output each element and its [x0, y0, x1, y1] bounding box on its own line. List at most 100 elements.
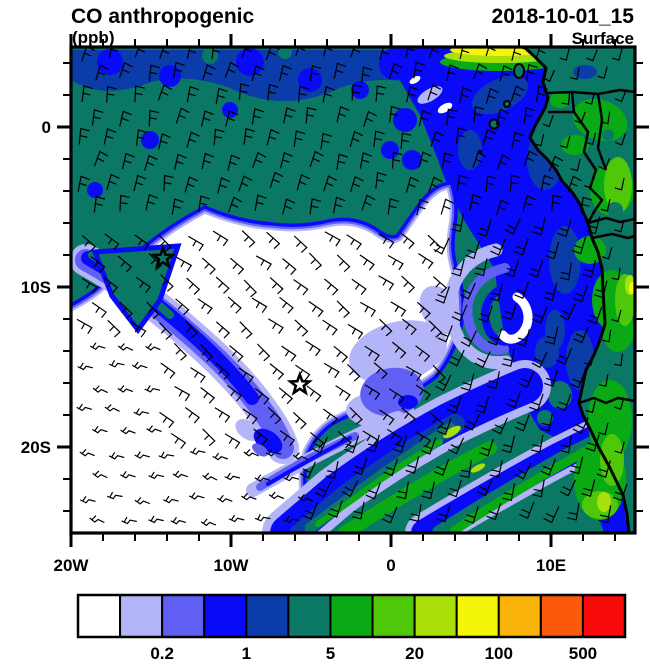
wind-barb	[174, 385, 191, 402]
wind-barb	[173, 342, 188, 361]
wind-barb	[532, 217, 546, 236]
wind-barb	[600, 199, 611, 212]
wind-barb	[254, 474, 271, 482]
wind-barb	[347, 323, 364, 340]
wind-barb	[359, 301, 377, 318]
wind-barb	[254, 388, 270, 405]
wind-barb	[535, 47, 550, 59]
wind-barb	[293, 279, 309, 296]
wind-barb	[120, 426, 136, 435]
wind-barb	[513, 238, 529, 256]
wind-barb	[570, 158, 581, 172]
x-tick-label: 0	[386, 556, 395, 575]
wind-barb	[225, 110, 239, 127]
wind-barb	[135, 276, 152, 294]
wind-barb	[570, 67, 580, 81]
wind-barb	[495, 199, 510, 216]
wind-barb	[400, 132, 412, 150]
wind-barb	[170, 432, 187, 449]
wind-barb	[446, 396, 462, 414]
wind-barb	[479, 439, 494, 457]
wind-barb	[117, 343, 134, 351]
wind-barb	[458, 86, 472, 104]
wind-barb	[514, 414, 530, 432]
wind-barb	[373, 130, 385, 148]
wind-barb	[299, 461, 316, 479]
wind-barb	[346, 234, 362, 251]
colorbar-cell	[161, 594, 206, 638]
wind-barb	[405, 47, 418, 58]
wind-barb	[186, 277, 201, 295]
wind-barb	[391, 151, 403, 169]
wind-barb	[251, 108, 264, 125]
wind-barb	[296, 174, 311, 191]
wind-barb	[176, 256, 193, 272]
wind-barb	[596, 460, 612, 478]
wind-barb	[173, 61, 185, 79]
wind-barb	[214, 407, 231, 423]
wind-barb	[198, 195, 210, 212]
wind-barb	[238, 175, 253, 192]
wind-barb	[266, 231, 281, 250]
colorbar-cell	[329, 594, 374, 638]
wind-barb	[119, 194, 130, 212]
wind-barb	[327, 500, 343, 518]
colorbar-tick-label: 20	[405, 644, 424, 663]
wind-barb	[322, 86, 335, 103]
wind-barb	[364, 345, 380, 362]
wind-barb	[130, 321, 147, 338]
wind-barb	[486, 371, 500, 390]
wind-barb	[265, 448, 282, 457]
wind-barb	[79, 448, 95, 457]
wind-barb	[305, 106, 317, 124]
wind-barb	[190, 367, 206, 383]
wind-barb	[611, 309, 622, 323]
wind-barb	[352, 457, 368, 476]
wind-barb	[413, 61, 426, 79]
wind-barb	[215, 362, 231, 380]
wind-barb	[559, 262, 572, 281]
wind-barb	[309, 150, 324, 167]
wind-barb	[523, 107, 536, 124]
wind-barb	[76, 403, 93, 412]
wind-barb	[336, 300, 350, 319]
wind-barb	[584, 353, 595, 366]
wind-barb	[148, 64, 161, 82]
header: CO anthropogenic 2018-10-01_15 (ppb) Surfac…	[71, 5, 634, 48]
wind-barb	[121, 152, 135, 170]
wind-barb	[401, 318, 417, 336]
wind-barb	[134, 234, 150, 251]
wind-barb	[309, 65, 322, 82]
wind-barb	[581, 479, 596, 497]
colorbar-cell	[119, 594, 164, 638]
wind-barb	[93, 150, 109, 167]
wind-barb	[350, 47, 365, 58]
wind-barb	[571, 236, 587, 255]
wind-barb	[184, 407, 200, 424]
colorbar-cell	[245, 594, 290, 638]
wind-barb	[293, 130, 306, 147]
wind-barb	[495, 108, 510, 126]
wind-barb	[573, 326, 590, 344]
wind-barb	[389, 105, 401, 123]
wind-barb	[255, 255, 272, 271]
colorbar-tick-label: 1	[242, 644, 251, 663]
wind-barb	[556, 347, 573, 366]
wind-barb	[347, 363, 361, 382]
wind-barb	[489, 460, 503, 479]
wind-barb	[544, 326, 559, 345]
wind-barb	[349, 130, 364, 148]
wind-barb	[335, 385, 351, 402]
wind-barb	[197, 298, 213, 315]
wind-barb	[465, 241, 480, 260]
wind-barb	[543, 69, 555, 83]
wind-barb	[401, 275, 415, 294]
wind-barb	[283, 515, 300, 524]
wind-barb	[434, 458, 450, 476]
wind-barb	[351, 278, 367, 296]
wind-barb	[297, 493, 314, 502]
wind-barb	[366, 434, 380, 453]
wind-barb	[583, 175, 595, 189]
wind-barb	[344, 435, 359, 454]
wind-barb	[175, 107, 190, 124]
